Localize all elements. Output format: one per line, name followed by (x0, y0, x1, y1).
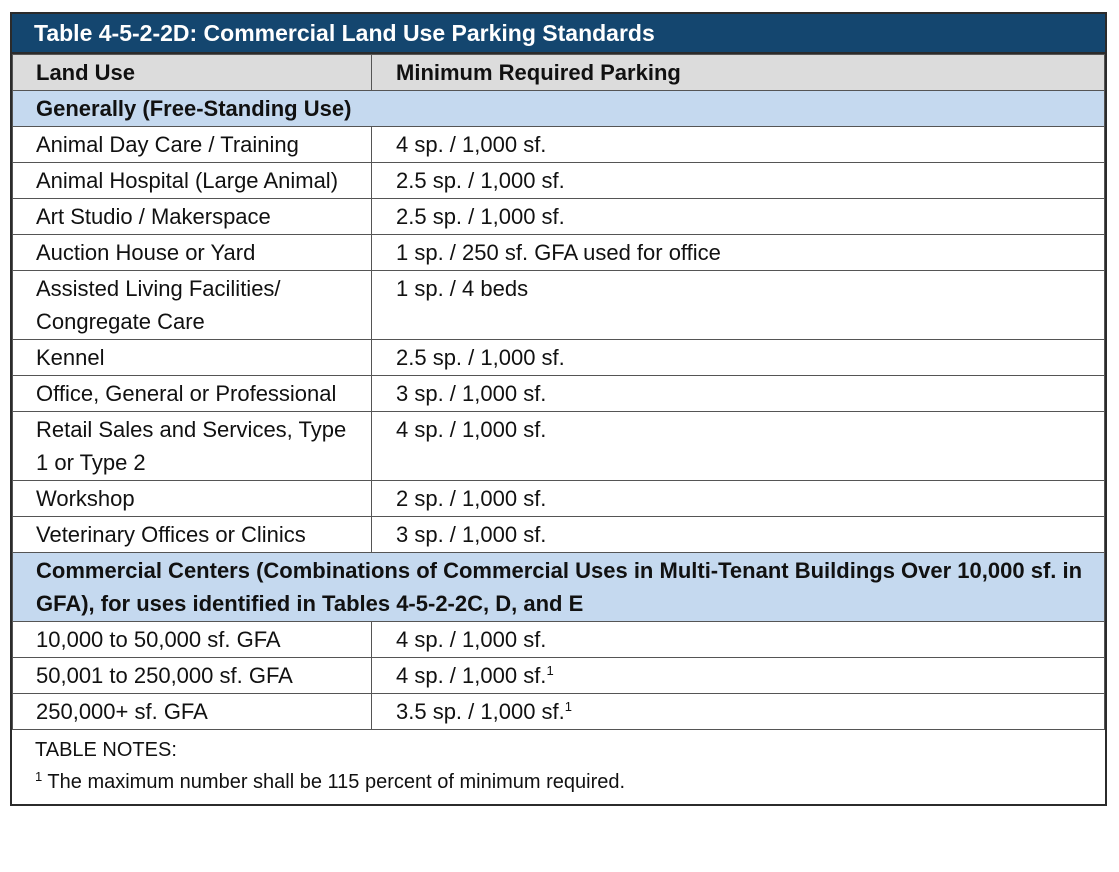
table-notes: TABLE NOTES: 1 The maximum number shall … (12, 730, 1105, 804)
parking-cell: 1 sp. / 250 sf. GFA used for office (371, 234, 1105, 271)
table-row: 10,000 to 50,000 sf. GFA 4 sp. / 1,000 s… (12, 621, 1105, 658)
parking-cell: 2.5 sp. / 1,000 sf. (371, 162, 1105, 199)
parking-cell: 3 sp. / 1,000 sf. (371, 516, 1105, 553)
land-use-cell: Auction House or Yard (12, 234, 372, 271)
table-row: Kennel 2.5 sp. / 1,000 sf. (12, 339, 1105, 376)
section-row-commercial-centers: Commercial Centers (Combinations of Comm… (12, 552, 1105, 622)
land-use-cell: Art Studio / Makerspace (12, 198, 372, 235)
footnote-marker: 1 (564, 699, 573, 714)
land-use-cell: Animal Hospital (Large Animal) (12, 162, 372, 199)
parking-cell: 4 sp. / 1,000 sf.1 (371, 657, 1105, 694)
table-row: Art Studio / Makerspace 2.5 sp. / 1,000 … (12, 198, 1105, 235)
section-label: Commercial Centers (Combinations of Comm… (12, 552, 1105, 622)
parking-value: 4 sp. / 1,000 sf. (396, 627, 547, 652)
note-item: 1 The maximum number shall be 115 percen… (35, 766, 1097, 798)
table-row: Animal Hospital (Large Animal) 2.5 sp. /… (12, 162, 1105, 199)
note-text: The maximum number shall be 115 percent … (42, 771, 626, 793)
parking-cell: 4 sp. / 1,000 sf. (371, 621, 1105, 658)
land-use-cell: Workshop (12, 480, 372, 517)
parking-value: 4 sp. / 1,000 sf. (396, 663, 547, 688)
parking-standards-table: Table 4-5-2-2D: Commercial Land Use Park… (10, 12, 1107, 806)
table-row: 250,000+ sf. GFA 3.5 sp. / 1,000 sf.1 (12, 693, 1105, 730)
parking-table: Land Use Minimum Required Parking Genera… (12, 54, 1105, 730)
notes-heading: TABLE NOTES: (35, 739, 177, 761)
parking-cell: 2.5 sp. / 1,000 sf. (371, 339, 1105, 376)
land-use-cell: Kennel (12, 339, 372, 376)
table-row: Workshop 2 sp. / 1,000 sf. (12, 480, 1105, 517)
land-use-cell: Office, General or Professional (12, 375, 372, 412)
table-title: Table 4-5-2-2D: Commercial Land Use Park… (12, 14, 1105, 54)
land-use-cell: 250,000+ sf. GFA (12, 693, 372, 730)
parking-cell: 2 sp. / 1,000 sf. (371, 480, 1105, 517)
footnote-marker: 1 (546, 663, 554, 678)
parking-value: 3.5 sp. / 1,000 sf. (396, 699, 565, 724)
header-row: Land Use Minimum Required Parking (12, 54, 1105, 91)
header-parking: Minimum Required Parking (371, 54, 1105, 91)
header-land-use: Land Use (12, 54, 372, 91)
land-use-cell: Assisted Living Facilities/ Congregate C… (12, 270, 372, 340)
parking-cell: 4 sp. / 1,000 sf. (371, 411, 1105, 481)
table-row: Retail Sales and Services, Type 1 or Typ… (12, 411, 1105, 481)
footnote-marker: 1 (35, 769, 43, 784)
table-row: Office, General or Professional 3 sp. / … (12, 375, 1105, 412)
land-use-cell: Animal Day Care / Training (12, 126, 372, 163)
parking-cell: 1 sp. / 4 beds (371, 270, 1105, 340)
table-row: Veterinary Offices or Clinics 3 sp. / 1,… (12, 516, 1105, 553)
table-row: 50,001 to 250,000 sf. GFA 4 sp. / 1,000 … (12, 657, 1105, 694)
table-row: Assisted Living Facilities/ Congregate C… (12, 270, 1105, 340)
land-use-cell: 10,000 to 50,000 sf. GFA (12, 621, 372, 658)
land-use-cell: Retail Sales and Services, Type 1 or Typ… (12, 411, 372, 481)
land-use-cell: 50,001 to 250,000 sf. GFA (12, 657, 372, 694)
parking-cell: 3 sp. / 1,000 sf. (371, 375, 1105, 412)
table-row: Auction House or Yard 1 sp. / 250 sf. GF… (12, 234, 1105, 271)
parking-cell: 4 sp. / 1,000 sf. (371, 126, 1105, 163)
table-row: Animal Day Care / Training 4 sp. / 1,000… (12, 126, 1105, 163)
parking-cell: 2.5 sp. / 1,000 sf. (371, 198, 1105, 235)
land-use-cell: Veterinary Offices or Clinics (12, 516, 372, 553)
section-label: Generally (Free-Standing Use) (12, 90, 1105, 127)
section-row-generally: Generally (Free-Standing Use) (12, 90, 1105, 127)
parking-cell: 3.5 sp. / 1,000 sf.1 (371, 693, 1105, 730)
